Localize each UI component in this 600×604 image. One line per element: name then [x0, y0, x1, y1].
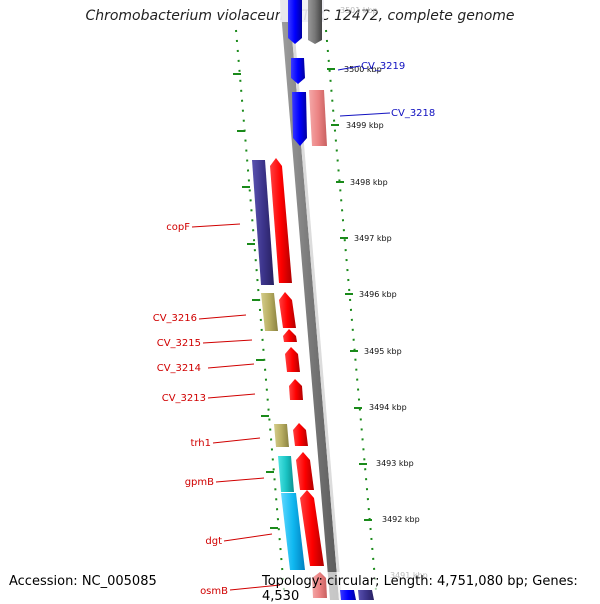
- gene-label-cv3219[interactable]: CV_3219: [361, 61, 405, 72]
- gene-trh1-bar[interactable]: [274, 424, 289, 447]
- gene-cv3218-partner[interactable]: [309, 90, 327, 146]
- gene-label-cv3213[interactable]: CV_3213: [162, 393, 206, 404]
- gene-cv3215-arrow[interactable]: [283, 329, 297, 342]
- ruler-label: 3496 kbp: [359, 290, 397, 299]
- gene-copf-arrow[interactable]: [270, 158, 292, 283]
- ruler-label: 3494 kbp: [369, 403, 407, 412]
- ruler-label: 3497 kbp: [354, 234, 392, 243]
- backbone-highlight: [289, 0, 342, 600]
- ruler-label: 3493 kbp: [376, 459, 414, 468]
- ruler-label-faded-top: 3501 kbp: [340, 6, 378, 15]
- gene-cv3216-arrow[interactable]: [279, 292, 296, 328]
- leader-line-cv3219: [337, 65, 361, 71]
- ruler-label-faded-bottom: 3491 kbp: [390, 571, 428, 580]
- gene-trh1-arrow[interactable]: [293, 423, 308, 446]
- gene-cv3213-arrow[interactable]: [289, 379, 303, 400]
- gene-label-cv3218[interactable]: CV_3218: [391, 108, 435, 119]
- ruler-label: 3500 kbp: [344, 65, 382, 74]
- gene-label-cv3215[interactable]: CV_3215: [157, 338, 201, 349]
- ruler-guide-right: [325, 29, 377, 591]
- gene-copf-bar[interactable]: [252, 160, 274, 285]
- accession-text: Accession: NC_005085: [9, 574, 157, 589]
- gene-label-copf[interactable]: copF: [166, 222, 190, 233]
- gene-cv3220-arrow[interactable]: [288, 0, 302, 44]
- gene-cv3216-bar[interactable]: [261, 293, 278, 331]
- gene-cv3219-arrow[interactable]: [291, 58, 305, 84]
- gene-label-trh1[interactable]: trh1: [190, 438, 211, 449]
- gene-cv3218-arrow[interactable]: [292, 92, 307, 146]
- ruler-guide-left: [235, 29, 285, 591]
- ruler-label: 3495 kbp: [364, 347, 402, 356]
- gene-dgt-bar[interactable]: [281, 493, 305, 570]
- gene-dgt-arrow[interactable]: [300, 490, 324, 566]
- ruler-label: 3492 kbp: [382, 515, 420, 524]
- ruler-ticks-left: [233, 73, 278, 529]
- gene-label-cv3216[interactable]: CV_3216: [153, 313, 197, 324]
- gene-label-dgt[interactable]: dgt: [205, 536, 222, 547]
- ruler-label: 3498 kbp: [350, 178, 388, 187]
- gene-label-gpmb[interactable]: gpmB: [185, 477, 214, 488]
- gene-osmb-arrow[interactable]: [312, 572, 327, 598]
- ruler-ticks-right: [327, 68, 372, 521]
- leader-lines-left: [191, 223, 281, 591]
- ruler-label: 3499 kbp: [346, 121, 384, 130]
- gene-gpmb-bar[interactable]: [278, 456, 294, 492]
- gene-bottom-navy[interactable]: [358, 590, 374, 600]
- genome-backbone: [280, 0, 339, 600]
- gene-cv3214-arrow[interactable]: [285, 347, 300, 372]
- ruler-labels: 3500 kbp 3499 kbp 3498 kbp 3497 kbp 3496…: [344, 65, 420, 524]
- gene-bottom-blue[interactable]: [340, 590, 356, 600]
- leader-line-cv3218: [339, 112, 391, 117]
- gene-label-osmb[interactable]: osmB: [200, 586, 228, 597]
- gene-gpmb-arrow[interactable]: [296, 452, 314, 490]
- gene-label-cv3214[interactable]: CV_3214: [157, 363, 201, 374]
- gene-gray-top[interactable]: [308, 0, 322, 44]
